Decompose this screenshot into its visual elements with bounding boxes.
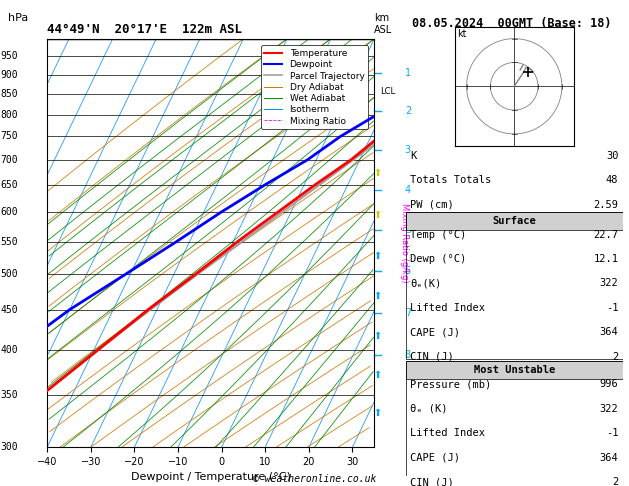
Text: Pressure (mb): Pressure (mb) xyxy=(410,380,491,389)
Text: 300: 300 xyxy=(0,442,18,452)
Text: 550: 550 xyxy=(0,237,18,246)
Text: 7: 7 xyxy=(405,308,411,318)
Bar xyxy=(406,362,623,485)
Text: 400: 400 xyxy=(0,345,18,355)
Text: 8: 8 xyxy=(405,350,411,360)
Text: kt: kt xyxy=(457,29,467,39)
Bar xyxy=(406,212,623,229)
Text: Lifted Index: Lifted Index xyxy=(410,428,485,438)
Text: km
ASL: km ASL xyxy=(374,13,392,35)
Text: 364: 364 xyxy=(599,452,618,463)
Text: © weatheronline.co.uk: © weatheronline.co.uk xyxy=(253,473,376,484)
Text: 3: 3 xyxy=(405,145,411,155)
Text: 4: 4 xyxy=(405,185,411,195)
Text: ⬆: ⬆ xyxy=(374,168,381,178)
Text: 322: 322 xyxy=(599,278,618,289)
Text: 650: 650 xyxy=(0,180,18,190)
Text: 700: 700 xyxy=(0,155,18,165)
Text: 2: 2 xyxy=(612,352,618,362)
Text: ⬆: ⬆ xyxy=(374,370,381,380)
Text: Lifted Index: Lifted Index xyxy=(410,303,485,313)
Text: ⬆: ⬆ xyxy=(374,210,381,220)
Text: 750: 750 xyxy=(0,131,18,141)
Text: 1: 1 xyxy=(405,68,411,78)
Text: PW (cm): PW (cm) xyxy=(410,199,454,209)
Text: ⬆: ⬆ xyxy=(374,291,381,301)
Text: 350: 350 xyxy=(0,390,18,400)
Text: hPa: hPa xyxy=(8,13,28,22)
Bar xyxy=(406,212,623,359)
Text: 364: 364 xyxy=(599,327,618,337)
X-axis label: Dewpoint / Temperature (°C): Dewpoint / Temperature (°C) xyxy=(131,472,291,483)
Text: Totals Totals: Totals Totals xyxy=(410,175,491,185)
Bar xyxy=(406,362,623,380)
Text: K: K xyxy=(410,151,416,161)
Text: 850: 850 xyxy=(0,89,18,99)
Text: CAPE (J): CAPE (J) xyxy=(410,327,460,337)
Text: 450: 450 xyxy=(0,305,18,314)
Text: 08.05.2024  00GMT (Base: 18): 08.05.2024 00GMT (Base: 18) xyxy=(412,17,611,30)
Text: 2: 2 xyxy=(405,106,411,116)
Text: ⬆: ⬆ xyxy=(374,408,381,418)
Text: Surface: Surface xyxy=(493,216,536,226)
Text: 2: 2 xyxy=(612,477,618,486)
Text: Temp (°C): Temp (°C) xyxy=(410,229,466,240)
Text: 48: 48 xyxy=(606,175,618,185)
Text: CIN (J): CIN (J) xyxy=(410,352,454,362)
Text: 2.59: 2.59 xyxy=(593,199,618,209)
Text: 950: 950 xyxy=(0,51,18,61)
Text: 322: 322 xyxy=(599,404,618,414)
Text: 12.1: 12.1 xyxy=(593,254,618,264)
Text: LCL: LCL xyxy=(380,87,395,96)
Text: 30: 30 xyxy=(606,151,618,161)
Text: 6: 6 xyxy=(405,266,411,276)
Legend: Temperature, Dewpoint, Parcel Trajectory, Dry Adiabat, Wet Adiabat, Isotherm, Mi: Temperature, Dewpoint, Parcel Trajectory… xyxy=(261,45,368,129)
Text: θₑ (K): θₑ (K) xyxy=(410,404,448,414)
Text: 5: 5 xyxy=(405,225,411,235)
Text: 500: 500 xyxy=(0,269,18,279)
Text: Most Unstable: Most Unstable xyxy=(474,365,555,376)
Text: -1: -1 xyxy=(606,303,618,313)
Text: -1: -1 xyxy=(606,428,618,438)
Text: 600: 600 xyxy=(0,207,18,217)
Text: ⬆: ⬆ xyxy=(374,331,381,341)
Text: 22.7: 22.7 xyxy=(593,229,618,240)
Text: CIN (J): CIN (J) xyxy=(410,477,454,486)
Text: 900: 900 xyxy=(0,69,18,80)
Text: CAPE (J): CAPE (J) xyxy=(410,452,460,463)
Text: 800: 800 xyxy=(0,109,18,120)
Text: 44°49'N  20°17'E  122m ASL: 44°49'N 20°17'E 122m ASL xyxy=(47,23,242,36)
Text: 996: 996 xyxy=(599,380,618,389)
Text: Dewp (°C): Dewp (°C) xyxy=(410,254,466,264)
Text: ⬆: ⬆ xyxy=(374,251,381,261)
Text: θₑ(K): θₑ(K) xyxy=(410,278,442,289)
Text: Mixing Ratio (g/kg): Mixing Ratio (g/kg) xyxy=(401,203,409,283)
